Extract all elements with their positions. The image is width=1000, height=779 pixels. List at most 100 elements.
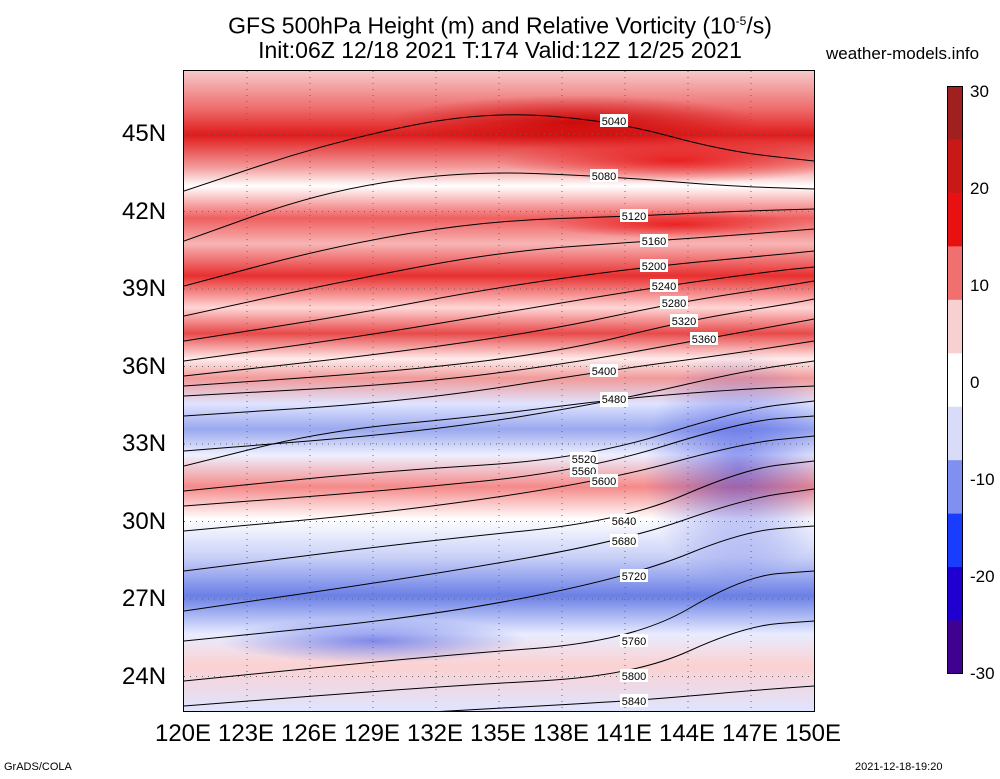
svg-text:5120: 5120: [622, 211, 646, 223]
svg-text:5080: 5080: [592, 171, 616, 183]
colorbar-segment: [947, 620, 963, 674]
map-panel: 5040 5080 5120 5160 5200 5240 5280 5320 5360 5400…: [183, 70, 815, 712]
contour-label: 5080: [590, 169, 618, 183]
lat-tick-label: 27N: [122, 585, 167, 612]
contour-label: 5200: [640, 259, 668, 273]
svg-text:5480: 5480: [602, 394, 626, 406]
contour-label: 5680: [610, 534, 638, 548]
lat-tick-label: 24N: [122, 662, 167, 690]
site-label: weather-models.info: [826, 44, 980, 63]
contour-label: 5600: [590, 474, 618, 488]
lon-tick-label: 120E: [154, 720, 212, 747]
colorbar-label: 20: [970, 179, 989, 198]
height-contour: [184, 298, 814, 387]
lat-tick-label: 33N: [122, 430, 167, 457]
height-contour: [184, 460, 814, 572]
colorbar-segment: [947, 460, 963, 515]
colorbar-segment: [947, 353, 963, 408]
contour-label: 5640: [610, 514, 638, 528]
contour-label: 5520: [570, 452, 598, 466]
footer-timestamp: 2021-12-18-19:20: [855, 761, 943, 773]
lat-tick-label: 30N: [122, 507, 167, 535]
chart-title-line1: GFS 500hPa Height (m) and Relative Vorti…: [228, 12, 772, 39]
lon-tick-label: 147E: [721, 720, 779, 747]
colorbar-segment: [947, 299, 963, 354]
height-contour: [184, 172, 814, 242]
height-contour: [184, 208, 814, 287]
lon-tick-label: 132E: [406, 720, 464, 747]
contour-label: 5320: [670, 314, 698, 328]
height-contour: [184, 570, 814, 682]
colorbar-label: -20: [970, 567, 995, 586]
colorbar-label: 0: [970, 373, 980, 392]
lon-tick-label: 138E: [532, 720, 590, 747]
lat-tick-label: 42N: [122, 197, 167, 225]
colorbar-segment: [947, 406, 963, 461]
contour-label: 5840: [620, 694, 648, 708]
colorbar-label: 10: [970, 276, 989, 295]
colorbar-segment: [947, 192, 963, 247]
lat-tick-label: 36N: [122, 352, 167, 380]
svg-text:5520: 5520: [572, 454, 596, 466]
lon-tick-label: 126E: [280, 720, 338, 747]
height-contour: [184, 114, 814, 192]
svg-text:5360: 5360: [692, 334, 716, 346]
svg-text:5680: 5680: [612, 536, 636, 548]
colorbar-label: -30: [970, 664, 995, 683]
lon-tick-label: 123E: [217, 720, 275, 747]
chart-title-line2: Init:06Z 12/18 2021 T:174 Valid:12Z 12/2…: [258, 37, 742, 63]
svg-text:5240: 5240: [652, 281, 676, 293]
contour-label: 5480: [600, 392, 628, 406]
contour-label: 5760: [620, 634, 648, 648]
svg-text:5040: 5040: [602, 116, 626, 128]
lon-tick-label: 150E: [784, 720, 842, 747]
contour-label: 5400: [590, 364, 618, 378]
height-contour: [184, 620, 814, 707]
height-contour: [184, 318, 814, 397]
contour-label: 5040: [600, 114, 628, 128]
lon-tick-label: 144E: [658, 720, 716, 747]
contour-label: 5240: [650, 279, 678, 293]
colorbar-segment: [947, 513, 963, 568]
colorbar: [947, 86, 963, 674]
colorbar-segment: [947, 86, 963, 140]
svg-text:5160: 5160: [642, 236, 666, 248]
contour-layer: 5040 5080 5120 5160 5200 5240 5280 5320 5360 5400…: [184, 71, 814, 711]
svg-text:5720: 5720: [622, 571, 646, 583]
height-contour: [184, 250, 814, 342]
svg-text:5800: 5800: [622, 671, 646, 683]
contour-label: 5800: [620, 669, 648, 683]
lon-tick-label: 135E: [469, 720, 527, 747]
contour-label: 5720: [620, 569, 648, 583]
lon-tick-label: 129E: [343, 720, 401, 747]
lon-tick-label: 141E: [595, 720, 653, 747]
svg-text:5280: 5280: [662, 298, 686, 310]
height-contour: [437, 685, 814, 711]
colorbar-label: -10: [970, 470, 995, 489]
contour-label: 5360: [690, 332, 718, 346]
height-contour: [184, 488, 814, 612]
footer-source: GrADS/COLA: [4, 761, 72, 773]
contour-label: 5280: [660, 296, 688, 310]
svg-text:5600: 5600: [592, 476, 616, 488]
height-contour: [184, 400, 814, 492]
height-contour: [184, 415, 814, 507]
contour-label: 5160: [640, 234, 668, 248]
contour-label: 5120: [620, 209, 648, 223]
svg-text:5840: 5840: [622, 696, 646, 708]
height-contour: [184, 228, 814, 317]
svg-text:5640: 5640: [612, 516, 636, 528]
lat-tick-label: 39N: [122, 275, 167, 302]
colorbar-segment: [947, 246, 963, 301]
lat-tick-label: 45N: [122, 120, 167, 147]
svg-text:5760: 5760: [622, 636, 646, 648]
height-contour: [184, 280, 814, 377]
height-contour: [184, 266, 814, 362]
height-contour: [184, 435, 814, 532]
svg-text:5320: 5320: [672, 316, 696, 328]
svg-text:5400: 5400: [592, 366, 616, 378]
svg-text:5200: 5200: [642, 261, 666, 273]
colorbar-label: 30: [970, 82, 989, 101]
height-contour: [184, 525, 814, 642]
colorbar-segment: [947, 139, 963, 194]
